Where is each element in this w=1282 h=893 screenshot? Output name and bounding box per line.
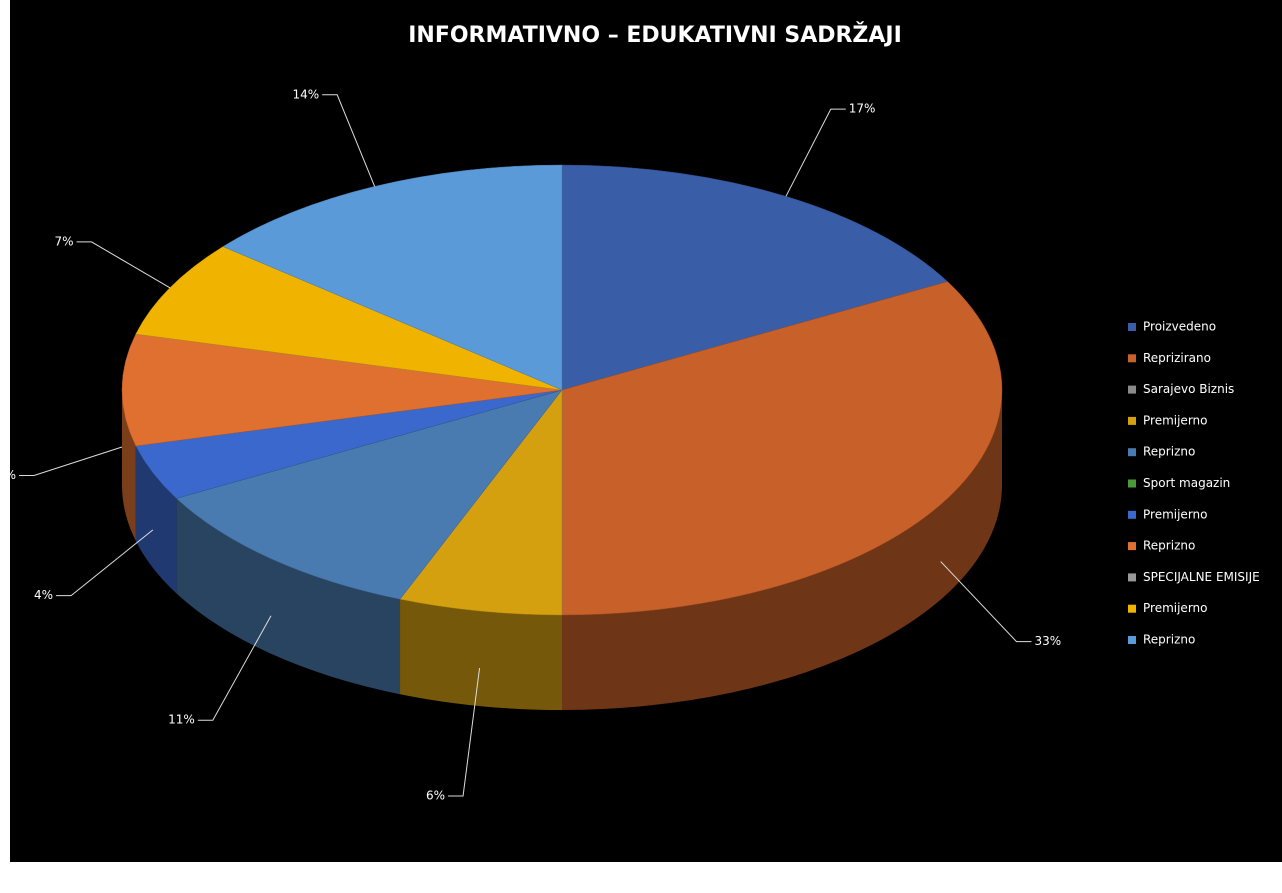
legend-swatch (1128, 604, 1136, 613)
legend-label: Reprizirano (1143, 351, 1211, 365)
data-label: 6% (426, 788, 445, 802)
pie-tops (121, 164, 1003, 616)
legend-swatch (1128, 354, 1136, 363)
legend-swatch (1128, 636, 1136, 644)
data-label: 14% (293, 87, 320, 101)
legend: Proizvedeno Reprizirano Sarajevo Biznis Pre… (1128, 320, 1260, 647)
pie-slice (175, 389, 563, 600)
chart-title: INFORMATIVNO – EDUKATIVNI SADRŽAJI (408, 22, 902, 48)
pie-slice (561, 164, 949, 391)
pie-wall (400, 599, 562, 710)
pie-wall (122, 390, 136, 541)
pie-wall (176, 498, 401, 695)
leader-line (448, 667, 481, 797)
data-label: 8% (0, 468, 16, 482)
pie-wall (135, 445, 177, 594)
legend-label: Sarajevo Biznis (1143, 382, 1234, 396)
legend-label: Proizvedeno (1143, 320, 1216, 334)
legend-label: SPECIJALNE EMISIJE (1143, 570, 1260, 584)
legend-swatch (1128, 448, 1136, 457)
data-label: 17% (849, 102, 876, 116)
legend-swatch (1128, 323, 1136, 331)
leader-line (197, 615, 272, 721)
leader-line (56, 529, 154, 597)
leader-line (785, 108, 846, 197)
data-label: 33% (1034, 634, 1061, 648)
data-label: 11% (168, 713, 195, 727)
leader-line (19, 446, 123, 476)
legend-label: Reprizno (1143, 633, 1195, 647)
legend-swatch (1128, 573, 1136, 582)
legend-swatch (1128, 479, 1136, 488)
data-label: 4% (34, 588, 53, 602)
data-label: 7% (55, 234, 74, 248)
legend-label: Premijerno (1143, 413, 1208, 427)
pie-slice (399, 389, 563, 616)
leader-line (322, 94, 376, 187)
legend-swatch (1128, 385, 1136, 394)
leader-line (76, 241, 171, 289)
legend-swatch (1128, 510, 1136, 519)
legend-swatch (1128, 416, 1136, 425)
legend-label: Reprizno (1143, 445, 1195, 459)
legend-label: Premijerno (1143, 601, 1208, 615)
pie-walls (122, 390, 1002, 710)
legend-swatch (1128, 542, 1136, 551)
data-labels: 17% 33% 6% 11% 4% 8% 7% 14% (0, 87, 1061, 802)
legend-label: Sport magazin (1143, 476, 1230, 490)
pie-slice (222, 164, 563, 391)
pie-slice (121, 333, 563, 447)
legend-label: Premijerno (1143, 507, 1208, 521)
leader-line (940, 561, 1032, 643)
pie-slice (561, 281, 1003, 616)
legend-label: Reprizno (1143, 539, 1195, 553)
pie-wall (562, 390, 1002, 710)
